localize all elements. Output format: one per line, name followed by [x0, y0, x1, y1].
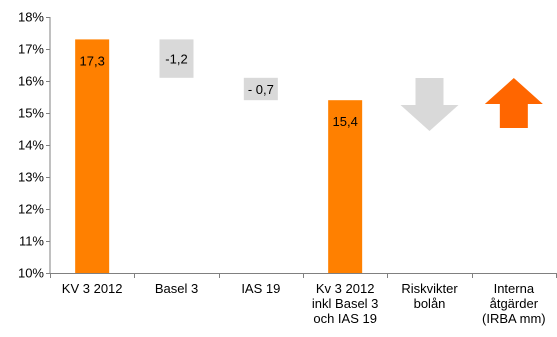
data-label: - 0,7: [248, 82, 274, 97]
category-labels: KV 3 2012 Basel 3 IAS 19 Kv 3 2012 inkl Base…: [62, 281, 546, 326]
category-label: Kv 3 2012 inkl Basel 3 och IAS 19: [312, 281, 378, 326]
y-axis: 10% 11% 12% 13% 14% 15% 16% 17% 18%: [18, 10, 51, 281]
y-tick-label: 16%: [18, 74, 44, 89]
data-label: 15,4: [333, 114, 358, 129]
data-label: 17,3: [80, 53, 105, 68]
category-label: Interna åtgärder (IRBA mm): [482, 281, 546, 326]
y-tick-label: 13%: [18, 170, 44, 185]
data-labels: 17,3 -1,2 - 0,7 15,4: [80, 52, 358, 130]
data-label: -1,2: [165, 52, 187, 67]
delta-bar: [159, 39, 194, 78]
category-label: Riskvikter bolån: [401, 281, 458, 311]
category-label: IAS 19: [241, 281, 280, 296]
delta-bar: [243, 77, 278, 101]
x-axis: [50, 273, 557, 278]
y-tick-label: 11%: [19, 234, 44, 249]
y-tick-label: 17%: [18, 42, 44, 57]
y-tick-label: 14%: [18, 138, 44, 153]
bar: [328, 100, 363, 273]
y-tick-label: 18%: [18, 10, 44, 25]
y-tick-label: 15%: [18, 106, 44, 121]
y-tick-label: 12%: [18, 202, 44, 217]
arrow-up: [484, 78, 543, 128]
category-label: KV 3 2012: [62, 281, 123, 296]
category-label: Basel 3: [155, 281, 198, 296]
bar: [75, 39, 110, 274]
y-tick-label: 10%: [18, 266, 44, 281]
bars: [75, 39, 543, 274]
arrow-down: [400, 78, 459, 131]
